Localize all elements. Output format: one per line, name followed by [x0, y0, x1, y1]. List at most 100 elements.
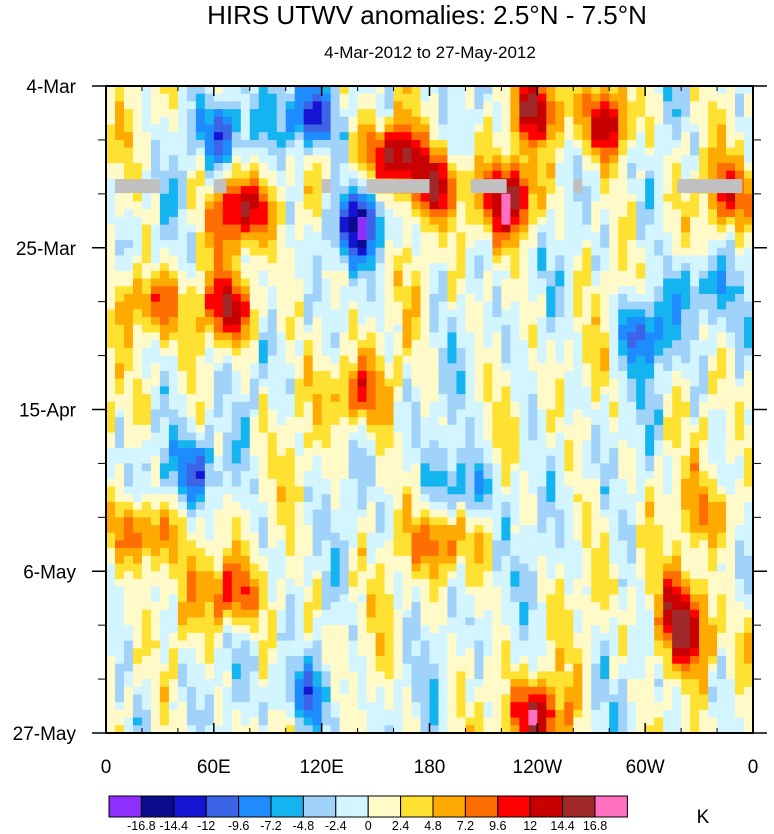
- field-cell: [672, 178, 682, 187]
- field-cell: [735, 270, 745, 280]
- field-cell: [141, 594, 152, 603]
- field-cell: [177, 555, 188, 565]
- field-cell: [717, 124, 727, 133]
- field-cell: [690, 355, 700, 364]
- field-cell: [456, 394, 467, 403]
- field-cell: [717, 486, 727, 495]
- field-cell: [285, 101, 296, 110]
- field-cell: [186, 501, 197, 511]
- field-cell: [150, 370, 161, 380]
- field-cell: [411, 471, 422, 480]
- field-cell: [492, 501, 502, 511]
- field-cell: [438, 324, 449, 334]
- field-cell: [744, 448, 753, 457]
- field-cell: [744, 394, 753, 403]
- field-cell: [573, 401, 583, 411]
- field-cell: [447, 232, 458, 241]
- field-cell: [330, 247, 341, 257]
- field-cell: [141, 448, 152, 457]
- field-cell: [348, 432, 359, 441]
- field-cell: [249, 155, 260, 164]
- field-cell: [150, 139, 161, 149]
- field-cell: [348, 209, 359, 218]
- field-cell: [240, 101, 251, 110]
- field-cell: [366, 332, 377, 341]
- field-cell: [492, 548, 502, 557]
- field-cell: [231, 263, 242, 272]
- field-cell: [735, 563, 745, 572]
- field-cell: [106, 201, 116, 210]
- field-cell: [519, 563, 529, 572]
- field-cell: [537, 286, 547, 295]
- field-cell: [366, 270, 377, 280]
- field-cell: [627, 401, 637, 411]
- field-cell: [267, 548, 278, 557]
- field-cell: [708, 532, 718, 542]
- field-cell: [636, 301, 646, 310]
- field-cell: [681, 224, 691, 233]
- field-cell: [303, 101, 314, 110]
- field-cell: [465, 609, 476, 619]
- field-cell: [132, 317, 143, 326]
- field-cell: [168, 332, 179, 341]
- field-cell: [141, 278, 152, 287]
- field-cell: [303, 255, 314, 264]
- field-cell: [528, 232, 538, 241]
- field-cell: [690, 471, 700, 480]
- field-cell: [204, 417, 215, 426]
- field-cell: [141, 270, 152, 280]
- field-cell: [438, 178, 449, 187]
- field-cell: [303, 347, 314, 357]
- field-cell: [510, 571, 520, 580]
- field-cell: [141, 555, 152, 565]
- field-cell: [420, 193, 431, 203]
- field-cell: [276, 224, 287, 233]
- field-cell: [726, 278, 736, 287]
- field-cell: [366, 478, 377, 488]
- field-cell: [294, 486, 305, 495]
- field-cell: [114, 324, 125, 334]
- field-cell: [447, 86, 458, 95]
- field-cell: [294, 317, 305, 326]
- field-cell: [555, 386, 565, 395]
- field-cell: [186, 139, 197, 149]
- field-cell: [186, 309, 197, 318]
- field-cell: [519, 586, 529, 595]
- field-cell: [321, 517, 332, 526]
- field-cell: [348, 501, 359, 511]
- field-cell: [159, 124, 170, 133]
- field-cell: [186, 448, 197, 457]
- field-cell: [213, 571, 224, 580]
- field-cell: [159, 224, 170, 233]
- field-cell: [150, 602, 161, 611]
- field-cell: [159, 193, 170, 203]
- field-cell: [483, 116, 494, 126]
- field-cell: [357, 501, 368, 511]
- field-cell: [339, 240, 350, 249]
- field-cell: [735, 386, 745, 395]
- field-cell: [510, 301, 520, 310]
- field-cell: [699, 463, 709, 472]
- field-cell: [555, 147, 565, 156]
- field-cell: [429, 93, 440, 102]
- field-cell: [114, 471, 125, 480]
- field-cell: [447, 501, 458, 511]
- field-cell: [456, 247, 467, 257]
- field-cell: [366, 548, 377, 557]
- field-cell: [402, 409, 413, 418]
- field-cell: [348, 548, 359, 557]
- field-cell: [411, 540, 422, 549]
- field-cell: [420, 517, 431, 526]
- field-cell: [717, 409, 727, 418]
- field-cell: [429, 147, 440, 156]
- field-cell: [106, 409, 116, 418]
- field-cell: [393, 324, 404, 334]
- field-cell: [618, 293, 628, 303]
- field-cell: [312, 139, 323, 149]
- field-cell: [294, 286, 305, 295]
- field-cell: [204, 324, 215, 334]
- field-cell: [510, 286, 520, 295]
- field-cell: [555, 486, 565, 495]
- field-cell: [447, 247, 458, 257]
- field-cell: [708, 286, 718, 295]
